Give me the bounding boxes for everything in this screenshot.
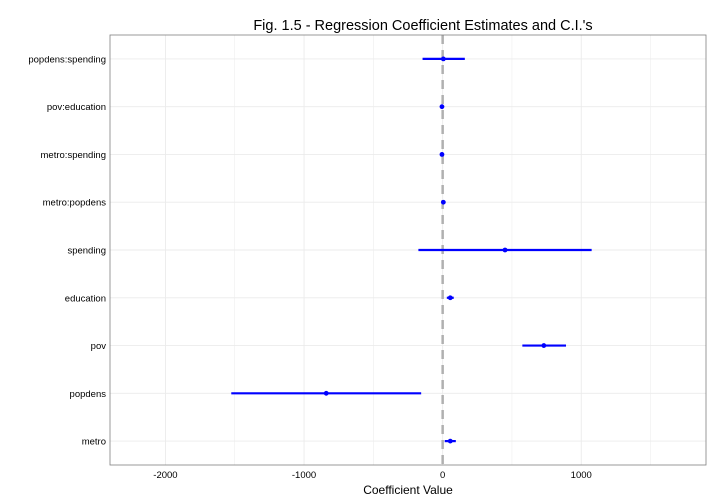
y-tick-label: metro:spending	[41, 150, 106, 161]
estimate-point-education	[447, 295, 453, 301]
chart-title: Fig. 1.5 - Regression Coefficient Estima…	[253, 18, 592, 34]
y-tick-label: metro:popdens	[43, 198, 107, 209]
y-tick-label: metro	[82, 437, 106, 448]
x-axis-title: Coefficient Value	[363, 483, 453, 497]
estimate-point-spending	[502, 247, 508, 253]
y-axis-tick-labels: popdens:spending pov:education metro:spend…	[28, 54, 106, 447]
y-tick-label: popdens	[70, 389, 107, 400]
x-axis-tick-labels: -2000 -1000 0 1000	[153, 470, 592, 481]
estimate-point-pov:education	[439, 104, 445, 110]
y-tick-label: spending	[67, 246, 106, 257]
y-tick-label: pov	[91, 341, 107, 352]
x-tick-label: 1000	[571, 470, 592, 481]
x-tick-label: -2000	[153, 470, 177, 481]
estimate-point-pov	[541, 343, 547, 348]
grid-lines	[110, 35, 706, 465]
estimate-point-popdens	[323, 390, 329, 396]
coefficient-marks	[231, 56, 592, 444]
y-tick-label: popdens:spending	[28, 54, 106, 65]
estimate-point-popdens:spending	[440, 56, 446, 62]
x-tick-label: 0	[440, 470, 445, 481]
y-tick-label: education	[65, 293, 106, 304]
estimate-point-metro:popdens	[440, 199, 446, 205]
estimate-point-metro:spending	[439, 152, 445, 157]
estimate-point-metro	[447, 438, 453, 444]
plot-panel-border	[109, 34, 707, 466]
y-tick-label: pov:education	[47, 102, 106, 113]
x-tick-label: -1000	[292, 470, 316, 481]
